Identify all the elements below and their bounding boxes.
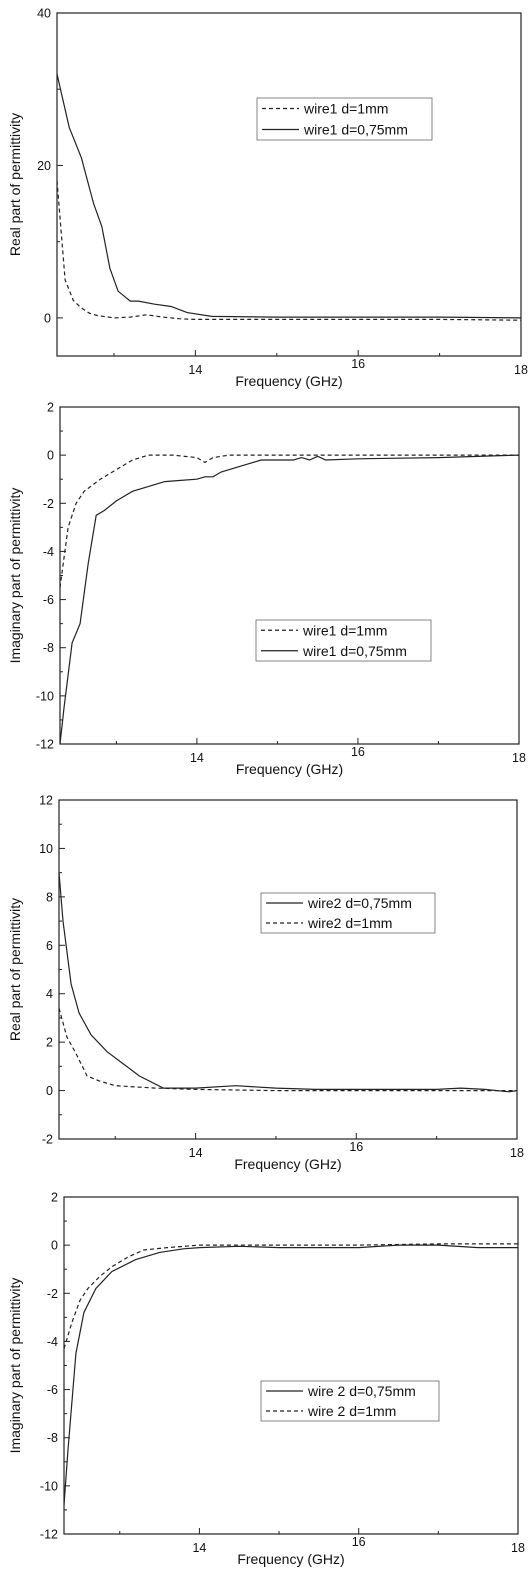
chart-panel-4: -12 -10 -8 -6 -4 -2 0 2 14 16 18 Frequency (GHz) Ima… — [0, 1185, 529, 1570]
y-tick-label: 4 — [46, 987, 53, 1001]
y-tick-label: 0 — [44, 311, 51, 325]
legend-label: wire2 d=1mm — [307, 915, 392, 931]
y-axis-title: Real part of permittivity — [7, 898, 23, 1041]
chart-3: -2 0 2 4 6 8 10 12 14 16 18 Frequency (GHz) Real par… — [7, 794, 524, 1173]
legend-label: wire 2 d=1mm — [307, 1403, 396, 1419]
series-line-1 — [57, 180, 521, 321]
y-tick-label: -10 — [36, 689, 54, 703]
plot-frame — [56, 12, 522, 357]
series-line-2 — [57, 73, 521, 319]
chart-2: -12 -10 -8 -6 -4 -2 0 2 14 16 18 Frequency (GHz) Ima… — [7, 401, 526, 778]
y-tick-label: 0 — [46, 1084, 53, 1098]
y-tick-label: -2 — [47, 1287, 58, 1301]
legend-label: wire 2 d=0,75mm — [307, 1383, 416, 1399]
chart-panel-3: -2 0 2 4 6 8 10 12 14 16 18 Frequency (GHz) Real par… — [0, 790, 529, 1182]
y-tick-label: 2 — [46, 1036, 53, 1050]
legend: wire 2 d=0,75mm wire 2 d=1mm — [260, 1380, 440, 1422]
x-tick-label: 16 — [349, 1140, 363, 1154]
y-axis-title: Imaginary part of permittivity — [7, 1278, 23, 1454]
legend-box — [260, 892, 436, 934]
y-tick-label: -6 — [43, 593, 54, 607]
x-tick-label: 14 — [189, 1146, 203, 1160]
y-tick-label: 2 — [51, 1191, 58, 1205]
y-tick-label: 8 — [46, 890, 53, 904]
x-tick-label: 14 — [188, 363, 202, 377]
legend-label: wire1 d=1mm — [303, 101, 388, 117]
x-tick-label: 16 — [351, 357, 365, 371]
x-tick-label: 14 — [190, 751, 204, 765]
series-line-2 — [59, 1008, 517, 1092]
y-tick-label: -4 — [43, 545, 54, 559]
x-axis-title: Frequency (GHz) — [235, 373, 342, 389]
y-tick-label: -4 — [47, 1335, 58, 1349]
y-tick-label: -8 — [43, 641, 54, 655]
chart-panel-1: 0 20 40 14 16 18 Frequency (GHz) Real part of p… — [0, 0, 529, 392]
legend: wire1 d=1mm wire1 d=0,75mm — [255, 619, 432, 662]
y-tick-label: -6 — [47, 1383, 58, 1397]
y-tick-label: -10 — [40, 1479, 58, 1493]
legend-box — [256, 97, 433, 141]
y-tick-label: 10 — [39, 842, 53, 856]
chart-1: 0 20 40 14 16 18 Frequency (GHz) Real part of p… — [7, 7, 528, 390]
y-tick-label: 40 — [37, 7, 51, 21]
x-tick-label: 18 — [514, 363, 528, 377]
y-tick-label: 0 — [47, 449, 54, 463]
legend-box — [260, 1380, 440, 1422]
chart-4: -12 -10 -8 -6 -4 -2 0 2 14 16 18 Frequency (GHz) Ima… — [7, 1191, 525, 1568]
y-tick-label: 12 — [39, 794, 53, 808]
x-tick-label: 16 — [351, 745, 365, 759]
series-line-1 — [59, 872, 517, 1093]
x-tick-label: 18 — [510, 1146, 524, 1160]
x-axis-title: Frequency (GHz) — [234, 1156, 341, 1172]
legend: wire2 d=0,75mm wire2 d=1mm — [260, 892, 436, 934]
y-axis-title: Imaginary part of permittivity — [7, 488, 23, 664]
y-tick-label: 0 — [51, 1239, 58, 1253]
series-line-2 — [60, 454, 519, 744]
x-tick-label: 18 — [512, 751, 526, 765]
x-tick-label: 16 — [352, 1535, 366, 1549]
x-tick-label: 18 — [511, 1541, 525, 1555]
legend-label: wire1 d=0,75mm — [302, 643, 407, 659]
legend-label: wire1 d=1mm — [302, 622, 387, 638]
y-tick-label: 20 — [37, 159, 51, 173]
y-tick-label: 2 — [47, 401, 54, 415]
series-line-1 — [60, 454, 519, 588]
y-tick-label: -8 — [47, 1431, 58, 1445]
y-tick-label: 6 — [46, 939, 53, 953]
chart-panel-2: -12 -10 -8 -6 -4 -2 0 2 14 16 18 Frequency (GHz) Ima… — [0, 395, 529, 787]
x-tick-label: 14 — [192, 1541, 206, 1555]
y-tick-label: -12 — [40, 1528, 58, 1542]
x-axis-title: Frequency (GHz) — [237, 1551, 344, 1567]
y-axis-title: Real part of permittivity — [7, 113, 23, 256]
legend: wire1 d=1mm wire1 d=0,75mm — [256, 97, 433, 141]
legend-label: wire1 d=0,75mm — [303, 122, 408, 138]
series-line-2 — [64, 1243, 518, 1349]
legend-box — [255, 619, 432, 662]
legend-label: wire2 d=0,75mm — [307, 895, 412, 911]
x-axis-title: Frequency (GHz) — [236, 761, 343, 777]
y-tick-label: -12 — [36, 738, 54, 752]
y-tick-label: -2 — [42, 1133, 53, 1147]
series-line-1 — [64, 1244, 518, 1506]
y-tick-label: -2 — [43, 497, 54, 511]
